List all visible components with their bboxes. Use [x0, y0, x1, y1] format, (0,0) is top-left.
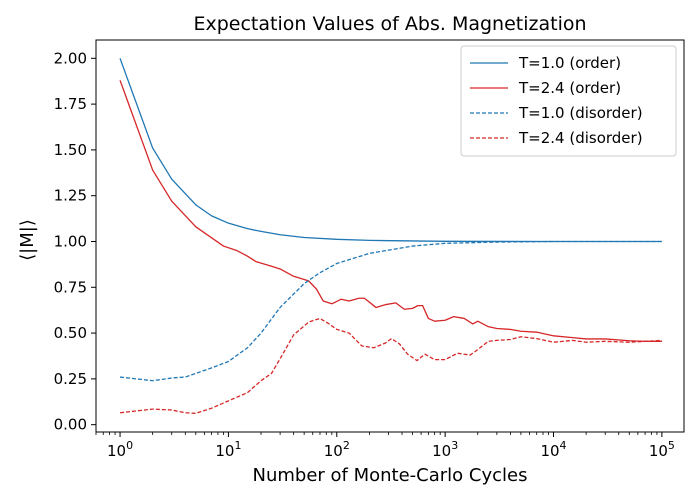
series-group — [119, 58, 662, 414]
legend-box — [460, 45, 677, 157]
series-line-2 — [119, 240, 662, 382]
series-line-1 — [119, 80, 662, 342]
legend-label-2: T=1.0 (disorder) — [518, 104, 643, 122]
y-tick-label-4: 1.00 — [54, 232, 87, 250]
chart-title: Expectation Values of Abs. Magnetization — [193, 13, 586, 35]
x-axis: 100 101 102 103 104 105 — [95, 432, 675, 460]
y-tick-label-1: 0.25 — [54, 370, 87, 388]
x-tick-label-5: 105 — [649, 439, 675, 460]
y-axis-label: ⟨|M|⟩ — [17, 219, 38, 261]
legend: T=1.0 (order) T=2.4 (order) T=1.0 (disorde… — [460, 45, 677, 157]
x-tick-label-4: 104 — [540, 439, 566, 460]
y-tick-label-3: 0.75 — [54, 278, 87, 296]
y-tick-label-5: 1.25 — [54, 187, 87, 205]
y-tick-label-6: 1.50 — [54, 141, 87, 159]
x-tick-label-1: 101 — [215, 439, 241, 460]
x-axis-label: Number of Monte-Carlo Cycles — [253, 465, 528, 486]
legend-label-3: T=2.4 (disorder) — [518, 129, 643, 147]
x-tick-label-0: 100 — [107, 439, 133, 460]
x-tick-label-2: 102 — [324, 439, 350, 460]
y-tick-label-0: 0.00 — [54, 416, 87, 434]
y-tick-label-7: 1.75 — [54, 95, 87, 113]
legend-label-1: T=2.4 (order) — [518, 79, 621, 97]
y-tick-label-8: 2.00 — [54, 49, 87, 67]
y-tick-label-2: 0.50 — [54, 324, 87, 342]
legend-label-0: T=1.0 (order) — [518, 54, 621, 72]
y-axis: 0.00 0.25 0.50 0.75 1.00 1.25 1.50 1.75 2.00 — [54, 49, 96, 434]
series-line-0 — [119, 58, 662, 243]
x-tick-label-3: 103 — [432, 439, 458, 460]
plot-area — [95, 39, 685, 433]
series-line-3 — [119, 317, 662, 414]
plot-frame — [95, 39, 685, 433]
